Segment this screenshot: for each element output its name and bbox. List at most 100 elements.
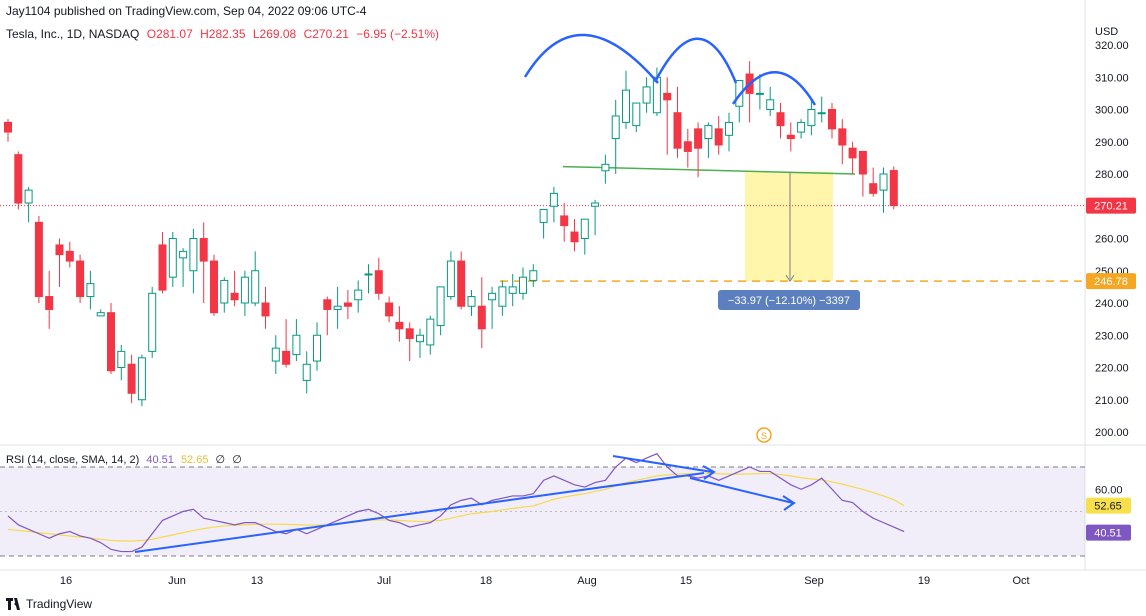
- candle-body: [148, 292, 157, 352]
- price-tick-label: 260.00: [1095, 234, 1129, 246]
- price-tick-label: 230.00: [1095, 330, 1129, 342]
- candle-body: [65, 250, 74, 262]
- neckline: [562, 165, 856, 175]
- high-value: H282.35: [200, 27, 246, 41]
- candle-body: [508, 286, 517, 294]
- price-tick-label: 300.00: [1095, 105, 1129, 117]
- candle-body: [477, 305, 486, 330]
- candle-body: [107, 312, 115, 372]
- time-tick-label: Aug: [577, 575, 597, 587]
- rsi-legend-na2: ∅: [232, 454, 242, 466]
- price-tick-label: 200.00: [1095, 427, 1129, 439]
- candle-body: [797, 121, 806, 133]
- candle-body: [436, 286, 445, 327]
- head-arc: [653, 37, 738, 84]
- candle-body: [86, 283, 95, 298]
- candle-body: [539, 208, 548, 223]
- candle-body: [807, 109, 816, 127]
- candle-body: [580, 218, 589, 239]
- rsi-divergence-arrowhead-2: [782, 495, 796, 511]
- candle-body: [817, 112, 826, 115]
- price-tick-label: 240.00: [1095, 298, 1129, 310]
- candle-body: [488, 292, 497, 301]
- candle-body: [498, 286, 507, 307]
- currency-label: USD: [1095, 26, 1119, 38]
- candle-body: [230, 292, 239, 301]
- target-price-label-bg: [1086, 273, 1136, 290]
- rsi-sma-line: [7, 472, 905, 542]
- target-price-label: 246.78: [1094, 276, 1128, 288]
- candle-body: [838, 128, 847, 146]
- candle-body: [714, 128, 723, 146]
- rsi-divergence-arrowhead-1: [702, 465, 716, 480]
- rsi-price-label-bg: [1086, 524, 1131, 541]
- candle-body: [694, 128, 703, 149]
- candle-body: [76, 260, 85, 298]
- time-tick-label: 16: [60, 575, 72, 587]
- candle-body: [529, 270, 538, 281]
- candle-body: [292, 334, 301, 356]
- candle-body: [673, 112, 682, 149]
- candle-body: [632, 102, 641, 127]
- candle-body: [385, 302, 394, 317]
- low-value: L269.08: [252, 27, 297, 41]
- candle-body: [642, 86, 651, 104]
- candle-body: [786, 134, 795, 140]
- time-tick-label: Oct: [1012, 575, 1029, 587]
- candle-body: [364, 273, 373, 276]
- rsi-legend-sma: 52.65: [180, 454, 209, 466]
- candle-body: [869, 183, 878, 194]
- price-tick-label: 310.00: [1095, 72, 1129, 84]
- rsi-divergence-arrow-1: [612, 455, 713, 473]
- candle-body: [828, 109, 836, 130]
- candle-body: [302, 363, 311, 381]
- candle-body: [323, 299, 332, 310]
- close-value: C270.21: [303, 27, 349, 41]
- rsi-tick-label: 60.00: [1095, 484, 1123, 496]
- rsi-divergence-arrow-2: [689, 477, 794, 504]
- candle-body: [127, 363, 136, 394]
- candle-body: [405, 328, 414, 339]
- last-price-label: 270.21: [1094, 201, 1128, 213]
- candle-body: [96, 312, 105, 317]
- rsi-band: [0, 467, 1085, 556]
- time-tick-label: 18: [480, 575, 492, 587]
- candle-body: [848, 147, 857, 159]
- candle-body: [251, 270, 260, 304]
- time-tick-label: Jun: [168, 575, 186, 587]
- candle-body: [137, 357, 146, 401]
- candle-body: [889, 170, 898, 207]
- rsi-trend-arrow: [134, 472, 705, 553]
- rsi-line: [7, 452, 905, 553]
- candle-body: [467, 296, 476, 307]
- candle-body: [343, 302, 352, 307]
- candle-body: [240, 276, 249, 304]
- tradingview-logo-icon: [6, 598, 20, 610]
- candle-body: [549, 192, 558, 207]
- candle-body: [313, 334, 321, 362]
- measure-tooltip-bg: [718, 290, 860, 310]
- rsi-label: RSI (14, close, SMA, 14, 2): [6, 454, 140, 466]
- candle-body: [755, 92, 764, 95]
- right-shoulder-arc: [731, 71, 817, 106]
- price-tick-label: 220.00: [1095, 363, 1129, 375]
- candle-body: [261, 302, 270, 317]
- price-tick-label: 320.00: [1095, 40, 1129, 52]
- measure-box: [745, 171, 833, 282]
- rsi-sma-price-label-bg: [1086, 497, 1131, 514]
- candle-body: [395, 321, 404, 330]
- rsi-legend: RSI (14, close, SMA, 14, 2) 40.51 52.65 …: [6, 453, 246, 466]
- candle-body: [14, 154, 23, 204]
- time-tick-label: 19: [918, 575, 930, 587]
- candle-body: [55, 244, 64, 256]
- last-price-label-bg: [1086, 197, 1136, 214]
- candle-body: [199, 238, 208, 262]
- candle-body: [117, 350, 126, 368]
- candle-body: [34, 221, 43, 298]
- rsi-legend-na1: ∅: [215, 454, 226, 466]
- rsi-sma-price-label: 52.65: [1094, 501, 1122, 513]
- candle-body: [4, 121, 12, 133]
- dividend-icon-letter: S: [761, 431, 767, 441]
- price-tick-label: 210.00: [1095, 395, 1129, 407]
